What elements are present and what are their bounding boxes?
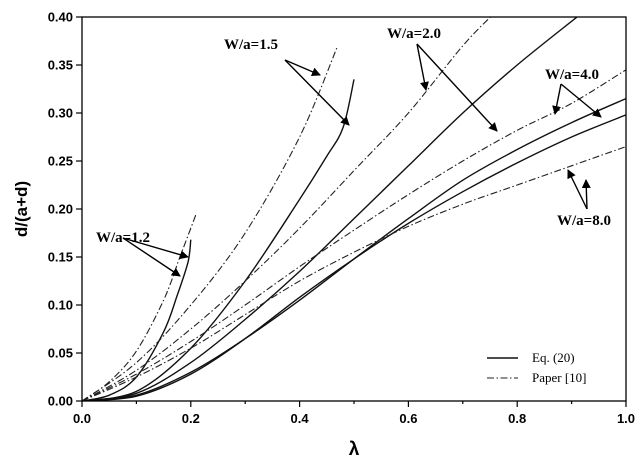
series-wa12-paper10 bbox=[82, 213, 197, 401]
y-tick-label: 0.25 bbox=[48, 154, 73, 169]
x-tick-label: 0.2 bbox=[182, 411, 200, 426]
arrow-w20-solid bbox=[416, 43, 498, 132]
arrow-w15-solid bbox=[284, 59, 350, 126]
annotation-w80: W/a=8.0 bbox=[557, 213, 611, 229]
x-tick-label: 0.8 bbox=[508, 411, 526, 426]
annotation-w40: W/a=4.0 bbox=[545, 67, 599, 83]
y-tick-label: 0.15 bbox=[48, 250, 73, 265]
series-wa80-eq20 bbox=[82, 114, 626, 401]
y-tick-label: 0.30 bbox=[48, 106, 73, 121]
series-wa20-paper10 bbox=[82, 17, 492, 401]
y-tick-label: 0.00 bbox=[48, 394, 73, 409]
arrow-w15-dashdot bbox=[284, 59, 321, 76]
y-tick-label: 0.40 bbox=[48, 10, 73, 25]
y-tick-label: 0.10 bbox=[48, 298, 73, 313]
y-tick-label: 0.35 bbox=[48, 58, 73, 73]
arrow-w12-dashdot bbox=[122, 237, 181, 277]
x-tick-label: 0.4 bbox=[291, 411, 310, 426]
ticks-layer: 0.0 0.2 0.4 0.6 0.8 1.0 0.00 0.05 0.10 0.15 0.20 0.… bbox=[48, 10, 635, 427]
y-axis-title: d/(a+d) bbox=[12, 181, 31, 237]
series-wa12-eq20 bbox=[82, 239, 192, 401]
annotation-arrows bbox=[122, 43, 602, 277]
arrow-w12-solid bbox=[122, 237, 189, 260]
x-axis-title: λ bbox=[349, 439, 360, 460]
arrow-w80-dashdot bbox=[581, 179, 591, 210]
arrow-w40-solid bbox=[560, 83, 602, 118]
annotation-w15: W/a=1.5 bbox=[224, 37, 278, 53]
x-tick-label: 0.0 bbox=[73, 411, 91, 426]
x-tick-label: 1.0 bbox=[617, 411, 635, 426]
y-tick-label: 0.20 bbox=[48, 202, 73, 217]
series-wa80-paper10 bbox=[82, 146, 626, 401]
arrow-w80-solid bbox=[567, 169, 588, 210]
plot-series-layer bbox=[82, 17, 626, 401]
series-wa20-eq20 bbox=[82, 17, 578, 401]
series-wa15-eq20 bbox=[82, 79, 355, 401]
legend-label-eq20: Eq. (20) bbox=[532, 350, 575, 365]
legend-label-paper10: Paper [10] bbox=[532, 370, 587, 385]
series-wa40-paper10 bbox=[82, 69, 626, 401]
y-tick-label: 0.05 bbox=[48, 346, 73, 361]
annotations: W/a=1.2 W/a=1.5 W/a=2.0 W/a=4.0 W/a=8.0 bbox=[96, 26, 611, 246]
arrow-w40-dashdot bbox=[552, 83, 562, 115]
annotation-w12: W/a=1.2 bbox=[96, 230, 150, 246]
annotation-w20: W/a=2.0 bbox=[387, 26, 441, 42]
x-tick-label: 0.6 bbox=[399, 411, 417, 426]
legend: Eq. (20) Paper [10] bbox=[487, 350, 587, 385]
arrow-w20-dashdot bbox=[416, 43, 429, 91]
series-wa15-paper10 bbox=[82, 45, 339, 401]
